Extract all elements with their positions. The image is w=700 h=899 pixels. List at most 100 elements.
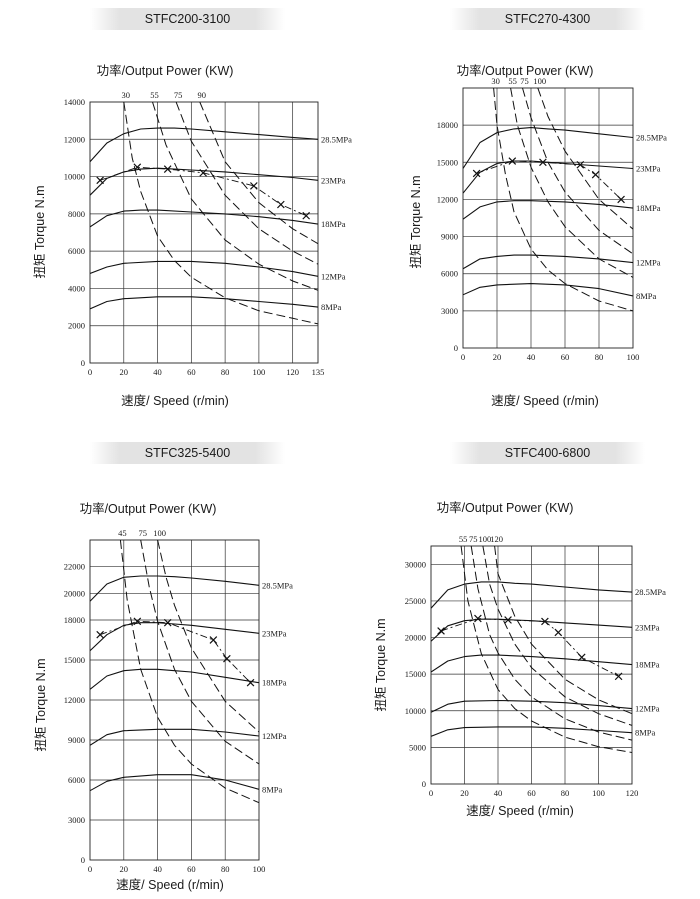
x-axis-label: 速度/ Speed (r/min) bbox=[116, 877, 224, 892]
chart-panel-4: STFC400-6800 功率/Output Power (KW) 0 20 40 60 8… bbox=[374, 442, 666, 818]
y-tick-label: 30000 bbox=[405, 559, 426, 569]
operating-line bbox=[440, 618, 619, 677]
operating-point-marker bbox=[577, 653, 586, 662]
pressure-series-line bbox=[463, 254, 633, 270]
y-tick-label: 2000 bbox=[68, 321, 85, 331]
x-tick-label: 60 bbox=[527, 788, 536, 798]
operating-point-marker bbox=[504, 616, 512, 624]
power-curve-label: 45 bbox=[118, 528, 127, 538]
chart-panel-3: STFC325-5400 功率/Output Power (KW) 0 20 40 60 8… bbox=[34, 442, 293, 892]
y-tick-label: 9000 bbox=[68, 735, 85, 745]
power-curve-label: 90 bbox=[198, 90, 207, 100]
pressure-series-line bbox=[90, 622, 259, 652]
operating-point-marker bbox=[96, 630, 104, 639]
pressure-series-line bbox=[463, 200, 633, 220]
power-curve-line bbox=[175, 102, 318, 265]
pressure-series-label: 28.5MPa bbox=[636, 133, 667, 143]
chart-title-bar bbox=[90, 442, 285, 464]
power-curve-line bbox=[152, 102, 318, 291]
x-axis-label: 速度/ Speed (r/min) bbox=[466, 803, 574, 818]
y-tick-label: 20000 bbox=[405, 633, 426, 643]
chart-panel-1: STFC200-3100 功率/Output Power (KW) 0 20 40 60 8… bbox=[33, 8, 352, 408]
x-tick-label: 40 bbox=[527, 352, 536, 362]
chart-subtitle: 功率/Output Power (KW) bbox=[97, 63, 234, 78]
x-tick-label: 100 bbox=[253, 864, 266, 874]
power-curve-line bbox=[522, 88, 633, 255]
power-curve-label: 75 bbox=[174, 90, 183, 100]
grid bbox=[463, 88, 633, 348]
y-tick-label: 6000 bbox=[68, 775, 85, 785]
y-tick-label: 20000 bbox=[64, 588, 85, 598]
chart-subtitle: 功率/Output Power (KW) bbox=[80, 501, 217, 516]
operating-point-marker bbox=[249, 182, 258, 190]
x-tick-label: 100 bbox=[253, 367, 266, 377]
x-tick-label: 100 bbox=[627, 352, 640, 362]
chart-title: STFC200-3100 bbox=[145, 12, 231, 26]
grid bbox=[431, 546, 632, 784]
operating-point-marker bbox=[437, 627, 445, 635]
pressure-series-label: 18MPa bbox=[321, 219, 346, 229]
power-curve-label: 55 bbox=[150, 90, 159, 100]
y-tick-label: 15000 bbox=[64, 655, 85, 665]
operating-point-marker bbox=[539, 158, 547, 167]
power-curve-line bbox=[119, 540, 259, 804]
pressure-series-label: 18MPa bbox=[636, 203, 661, 213]
y-tick-label: 22000 bbox=[64, 562, 85, 572]
y-tick-label: 14000 bbox=[64, 97, 85, 107]
power-curve-label: 75 bbox=[138, 528, 147, 538]
power-curve-label: 55 bbox=[508, 76, 517, 86]
y-tick-label: 15000 bbox=[437, 157, 458, 167]
power-curve-line bbox=[537, 88, 633, 230]
pressure-series-label: 8MPa bbox=[321, 302, 342, 312]
y-tick-label: 9000 bbox=[441, 232, 458, 242]
pressure-series-line bbox=[431, 581, 632, 609]
x-tick-label: 80 bbox=[561, 788, 570, 798]
y-axis-label: 扭矩 Torque N.m bbox=[409, 175, 423, 268]
x-tick-label: 20 bbox=[120, 367, 129, 377]
power-curve-line bbox=[482, 546, 632, 726]
grid bbox=[90, 540, 259, 860]
pressure-series-label: 12MPa bbox=[636, 258, 661, 268]
x-tick-label: 60 bbox=[187, 367, 196, 377]
pressure-series-line bbox=[90, 575, 259, 602]
pressure-series-line bbox=[90, 127, 318, 163]
pressure-series-label: 23MPa bbox=[636, 163, 661, 173]
pressure-series-label: 12MPa bbox=[262, 731, 287, 741]
x-tick-label: 20 bbox=[120, 864, 129, 874]
operating-point-marker bbox=[541, 617, 549, 626]
plot-frame bbox=[89, 539, 260, 861]
operating-point-marker bbox=[474, 614, 482, 623]
pressure-series-label: 12MPa bbox=[321, 271, 346, 281]
grid bbox=[90, 102, 318, 363]
pressure-series-line bbox=[90, 668, 259, 690]
x-tick-label: 135 bbox=[312, 367, 325, 377]
operating-point-marker bbox=[163, 165, 172, 173]
x-tick-label: 0 bbox=[429, 788, 433, 798]
power-curve-line bbox=[494, 546, 632, 715]
y-tick-label: 12000 bbox=[64, 695, 85, 705]
x-tick-label: 40 bbox=[153, 367, 162, 377]
x-tick-label: 120 bbox=[626, 788, 639, 798]
power-curve-line bbox=[157, 540, 259, 733]
chart-title: STFC270-4300 bbox=[505, 12, 591, 26]
x-axis-label: 速度/ Speed (r/min) bbox=[491, 393, 599, 408]
operating-line bbox=[99, 620, 251, 684]
operating-line bbox=[476, 160, 622, 200]
x-tick-label: 40 bbox=[153, 864, 162, 874]
pressure-series-label: 28.5MPa bbox=[321, 134, 352, 144]
y-tick-label: 3000 bbox=[441, 306, 458, 316]
chart-title-bar bbox=[450, 442, 645, 464]
x-tick-label: 80 bbox=[221, 367, 230, 377]
y-tick-label: 3000 bbox=[68, 815, 85, 825]
operating-point-marker bbox=[554, 628, 563, 637]
pressure-series-label: 12MPa bbox=[635, 704, 660, 714]
power-curve-label: 75 bbox=[520, 76, 529, 86]
operating-point-marker bbox=[614, 672, 623, 681]
x-tick-label: 100 bbox=[592, 788, 605, 798]
operating-point-marker bbox=[576, 160, 585, 169]
operating-point-marker bbox=[209, 636, 218, 644]
x-tick-label: 60 bbox=[187, 864, 196, 874]
pressure-series-line bbox=[463, 127, 633, 169]
power-curve-line bbox=[510, 88, 633, 278]
